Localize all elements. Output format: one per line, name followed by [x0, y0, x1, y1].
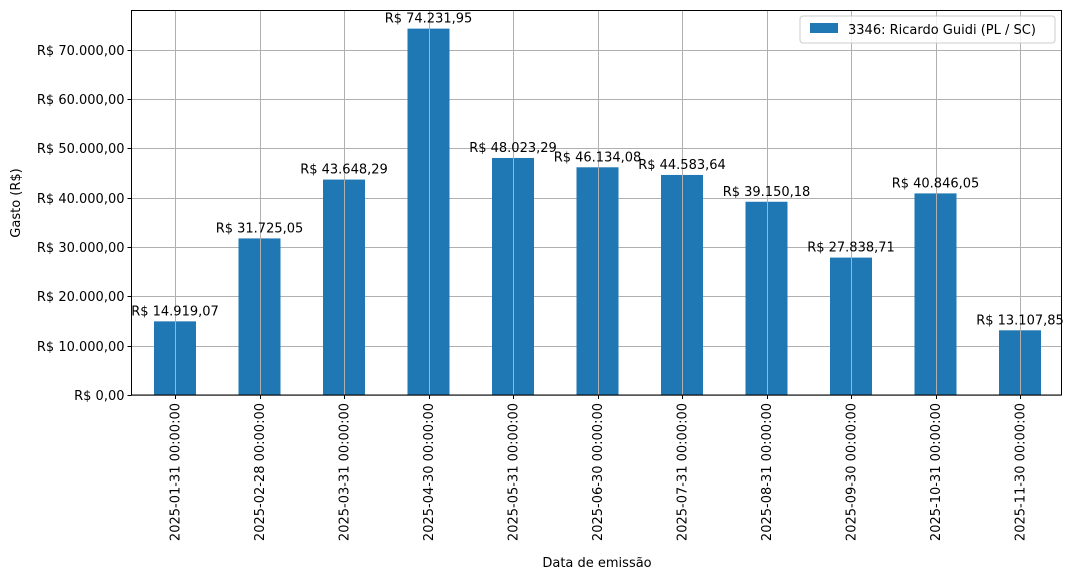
y-tick-label: R$ 70.000,00	[37, 44, 125, 59]
legend: 3346: Ricardo Guidi (PL / SC)	[799, 15, 1056, 44]
bar-value-label: R$ 46.134,08	[554, 150, 642, 165]
y-tick-label: R$ 30.000,00	[37, 241, 125, 256]
x-tick-label: 2025-10-31 00:00:00	[929, 403, 944, 541]
legend-box	[799, 15, 1056, 44]
x-tick-label: 2025-06-30 00:00:00	[591, 403, 606, 541]
bar-value-label: R$ 74.231,95	[385, 12, 473, 27]
bar-value-label: R$ 44.583,64	[638, 158, 726, 173]
bar	[407, 28, 450, 395]
y-tick-label: R$ 40.000,00	[37, 192, 125, 207]
bar	[576, 167, 619, 395]
bar-value-labels: R$ 14.919,07 R$ 31.725,05 R$ 43.648,29 R$ 7…	[131, 12, 1064, 329]
y-tick-label: R$ 10.000,00	[37, 340, 125, 355]
legend-label: 3346: Ricardo Guidi (PL / SC)	[848, 23, 1036, 38]
plot-area-frame	[131, 10, 1062, 396]
bar-value-label: R$ 40.846,05	[892, 176, 980, 191]
bar	[238, 238, 281, 395]
bar-value-label: R$ 27.838,71	[807, 241, 895, 256]
y-tick-label: R$ 60.000,00	[37, 93, 125, 108]
x-tick-label: 2025-05-31 00:00:00	[507, 403, 522, 541]
bar	[745, 201, 788, 395]
bar-value-label: R$ 13.107,85	[976, 313, 1064, 328]
bar-value-label: R$ 31.725,05	[216, 221, 304, 236]
bar	[914, 193, 957, 395]
x-axis-label: Data de emissão	[542, 556, 651, 571]
y-tick-label: R$ 20.000,00	[37, 290, 125, 305]
x-tick-label: 2025-04-30 00:00:00	[422, 403, 437, 541]
x-tick-label: 2025-11-30 00:00:00	[1014, 403, 1029, 541]
x-axis-ticks: 2025-01-31 00:00:00 2025-02-28 00:00:00 20…	[169, 395, 1029, 541]
x-tick-label: 2025-07-31 00:00:00	[676, 403, 691, 541]
y-tick-label: R$ 0,00	[74, 389, 124, 404]
y-axis-ticks: R$ 0,00 R$ 10.000,00 R$ 20.000,00 R$ 30.000…	[37, 44, 132, 404]
bar-value-label: R$ 39.150,18	[723, 185, 811, 200]
x-tick-label: 2025-09-30 00:00:00	[845, 403, 860, 541]
legend-swatch	[810, 23, 838, 33]
bar-value-label: R$ 14.919,07	[131, 304, 219, 319]
bar-value-label: R$ 43.648,29	[300, 163, 388, 178]
x-tick-label: 2025-03-31 00:00:00	[338, 403, 353, 541]
x-gridlines-over-bars	[175, 28, 1021, 395]
x-tick-label: 2025-01-31 00:00:00	[169, 403, 184, 541]
bars	[154, 28, 1041, 395]
y-axis-label: Gasto (R$)	[9, 168, 24, 237]
y-tick-label: R$ 50.000,00	[37, 142, 125, 157]
x-tick-label: 2025-08-31 00:00:00	[760, 403, 775, 541]
bar-value-label: R$ 48.023,29	[469, 141, 557, 156]
x-tick-label: 2025-02-28 00:00:00	[253, 403, 268, 541]
